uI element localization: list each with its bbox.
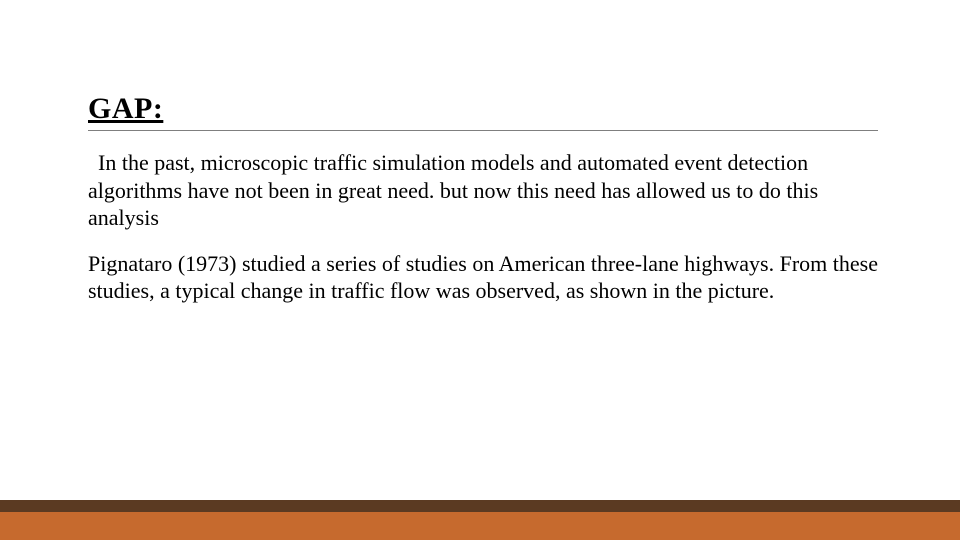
paragraph-2: Pignataro (1973) studied a series of stu…: [88, 250, 878, 305]
footer-band: [0, 500, 960, 540]
footer-stripe-orange: [0, 512, 960, 540]
content-block: GAP: In the past, microscopic traffic si…: [88, 92, 878, 305]
slide-heading: GAP:: [88, 92, 878, 131]
slide: GAP: In the past, microscopic traffic si…: [0, 0, 960, 540]
footer-stripe-dark: [0, 500, 960, 512]
paragraph-1: In the past, microscopic traffic simulat…: [88, 149, 878, 232]
